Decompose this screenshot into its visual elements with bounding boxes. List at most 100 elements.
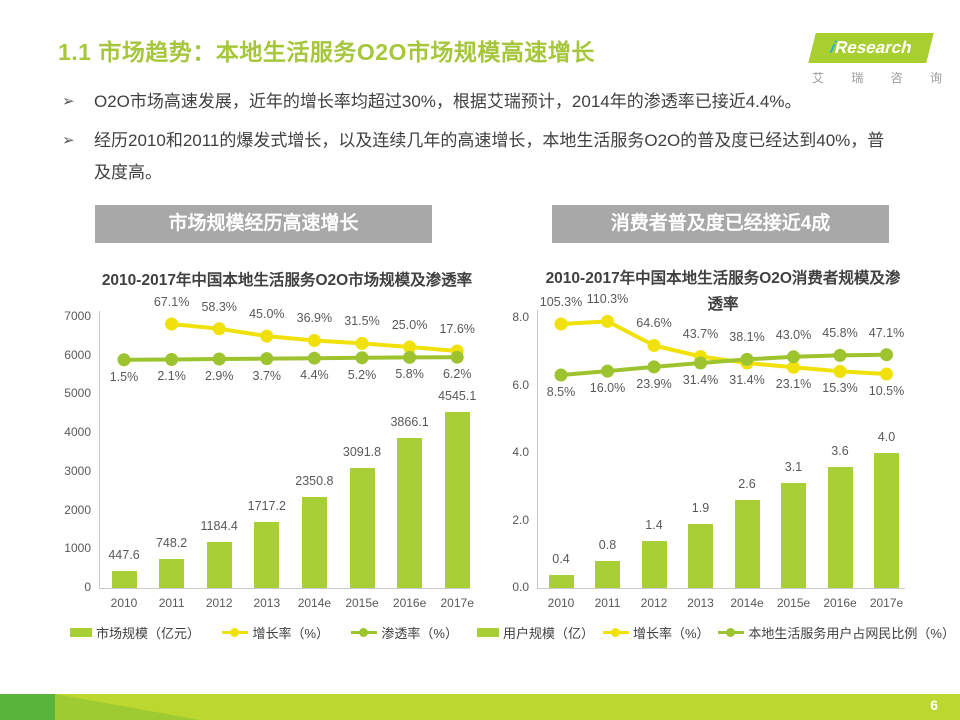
bullet-item: ➢ 经历2010和2011的爆发式增长，以及连续几年的高速增长，本地生活服务O2… xyxy=(62,125,892,189)
bar xyxy=(111,570,137,588)
green-line-swatch-icon xyxy=(351,628,378,637)
bar-value-label: 1717.2 xyxy=(247,498,286,513)
bar xyxy=(301,496,327,588)
growth-rate-dot xyxy=(403,340,417,354)
x-tick-label: 2016e xyxy=(392,596,427,610)
line-value-label: 67.1% xyxy=(153,295,190,310)
y-tick-label: 6.0 xyxy=(512,377,529,392)
y-axis-line xyxy=(537,310,538,589)
legend-item: 用户规模（亿） xyxy=(477,623,594,642)
y-tick-label: 2000 xyxy=(64,502,91,517)
bar-value-label: 3.1 xyxy=(784,460,803,475)
line-value-label: 23.1% xyxy=(775,377,812,392)
x-tick-label: 2015e xyxy=(776,596,811,610)
penetration-dot xyxy=(450,350,464,364)
x-tick-label: 2016e xyxy=(823,596,857,610)
growth-rate-dot xyxy=(833,364,847,378)
x-tick-label: 2013 xyxy=(687,596,714,610)
bar xyxy=(781,483,806,588)
legend-item: 市场规模（亿元） xyxy=(70,623,200,642)
penetration-dot xyxy=(355,351,369,365)
bar xyxy=(444,412,470,588)
bar xyxy=(349,468,375,588)
x-tick-label: 2011 xyxy=(158,596,185,610)
bullet-list: ➢ O2O市场高速发展，近年的增长率均超过30%，根据艾瑞预计，2014年的渗透… xyxy=(62,86,892,196)
bar-value-label: 447.6 xyxy=(108,547,140,562)
x-axis-line xyxy=(99,588,470,589)
bar xyxy=(595,561,620,588)
bullet-text: 经历2010和2011的爆发式增长，以及连续几年的高速增长，本地生活服务O2O的… xyxy=(94,131,885,182)
bar xyxy=(159,559,185,588)
bar-swatch-icon xyxy=(70,628,92,637)
x-tick-label: 2012 xyxy=(205,596,233,610)
legend-label: 渗透率（%） xyxy=(381,626,458,641)
y-tick-label: 2.0 xyxy=(512,512,529,527)
penetration-dot xyxy=(403,350,417,364)
penetration-dot xyxy=(260,352,274,366)
bar-value-label: 3866.1 xyxy=(390,415,429,430)
x-tick-label: 2010 xyxy=(547,596,575,610)
x-tick-label: 2017e xyxy=(869,596,904,610)
line-value-label: 4.4% xyxy=(300,368,329,383)
x-tick-label: 2012 xyxy=(640,596,668,610)
y-tick-label: 6000 xyxy=(64,347,91,362)
bullet-text: O2O市场高速发展，近年的增长率均超过30%，根据艾瑞预计，2014年的渗透率已… xyxy=(94,92,802,111)
bar-value-label: 3.6 xyxy=(831,443,849,458)
line-value-label: 47.1% xyxy=(868,325,905,340)
logo-text: Research xyxy=(832,38,915,57)
bar xyxy=(254,521,280,588)
growth-rate-dot xyxy=(307,334,321,347)
bar-value-label: 748.2 xyxy=(155,536,188,551)
penetration-dot xyxy=(880,348,893,362)
right-chart-title: 2010-2017年中国本地生活服务O2O消费者规模及渗透率 xyxy=(545,270,901,313)
line-value-label: 110.3% xyxy=(586,292,629,307)
bar-value-label: 4545.1 xyxy=(438,389,477,404)
line-value-label: 105.3% xyxy=(539,295,583,309)
penetration-dot xyxy=(694,356,707,370)
penetration-dot xyxy=(117,353,131,367)
page-number: 6 xyxy=(930,697,938,713)
x-tick-label: 2014e xyxy=(730,596,764,610)
green-line-swatch-icon xyxy=(718,628,745,637)
legend-item: 增长率（%） xyxy=(602,623,710,642)
page-title: 1.1 市场趋势：本地生活服务O2O市场规模高速增长 xyxy=(58,39,595,65)
growth-rate-dot xyxy=(740,356,754,370)
bar xyxy=(206,542,232,588)
penetration-line xyxy=(122,355,460,362)
line-value-label: 8.5% xyxy=(546,385,576,400)
bar-value-label: 1.9 xyxy=(691,500,710,515)
legend-item: 本地生活服务用户占网民比例（%） xyxy=(718,623,955,642)
bar xyxy=(734,500,760,588)
left-chart-legend: 市场规模（亿元） 增长率（%） 渗透率（%） xyxy=(70,623,458,642)
penetration-dot xyxy=(740,352,754,366)
legend-label: 本地生活服务用户占网民比例（%） xyxy=(748,626,955,641)
legend-item: 增长率（%） xyxy=(222,623,329,642)
line-value-label: 16.0% xyxy=(589,381,626,396)
line-value-label: 6.2% xyxy=(442,367,472,382)
section-header-market-size: 市场规模经历高速增长 xyxy=(95,205,432,243)
penetration-dot xyxy=(647,360,661,374)
footer-accent-square xyxy=(0,694,55,720)
bar xyxy=(827,466,853,588)
penetration-dot xyxy=(165,353,179,366)
right-chart-legend: 用户规模（亿） 增长率（%） 本地生活服务用户占网民比例（%） xyxy=(477,623,955,642)
legend-label: 增长率（%） xyxy=(632,626,710,641)
x-tick-label: 2017e xyxy=(440,596,474,610)
bar-value-label: 3091.8 xyxy=(342,445,382,460)
growth-rate-dot xyxy=(694,350,707,363)
penetration-dot xyxy=(554,368,568,382)
bullet-item: ➢ O2O市场高速发展，近年的增长率均超过30%，根据艾瑞预计，2014年的渗透… xyxy=(62,86,892,118)
line-value-label: 5.2% xyxy=(347,367,377,382)
line-value-label: 58.3% xyxy=(201,299,237,314)
penetration-dot xyxy=(601,364,614,378)
section-header-penetration: 消费者普及度已经接近4成 xyxy=(552,205,889,243)
legend-label: 用户规模（亿） xyxy=(503,626,595,641)
line-value-label: 17.6% xyxy=(439,322,475,336)
bar xyxy=(548,574,574,588)
line-value-label: 5.8% xyxy=(395,367,424,382)
y-tick-label: 1000 xyxy=(64,541,91,556)
growth-rate-dot xyxy=(165,317,179,331)
line-value-label: 23.9% xyxy=(636,376,672,391)
bar xyxy=(397,438,423,588)
y-tick-label: 4000 xyxy=(64,425,91,440)
